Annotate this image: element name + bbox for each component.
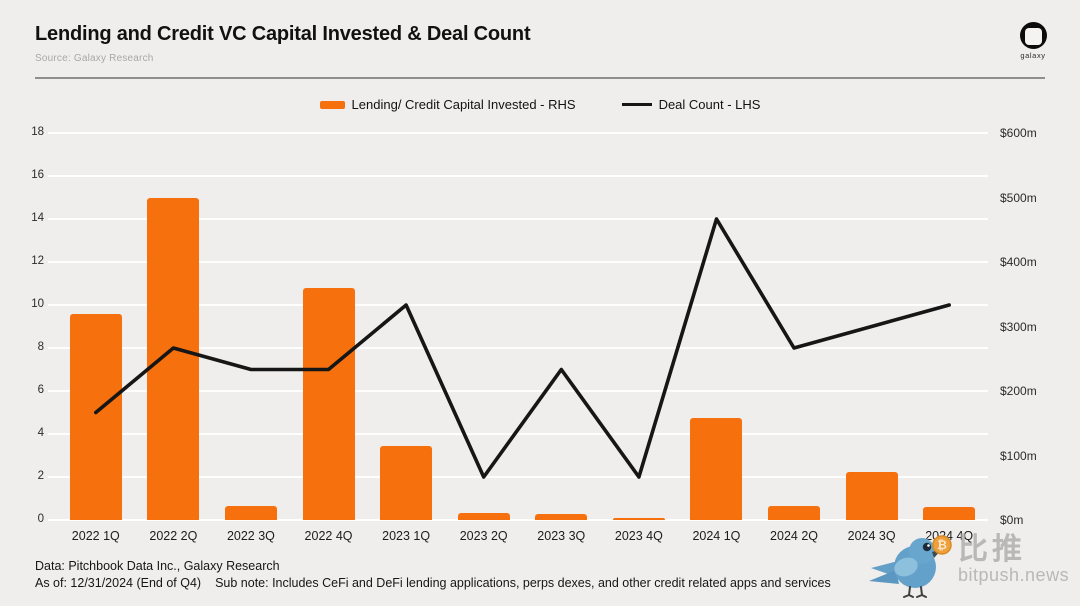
right-axis-tick-label: $300m xyxy=(1000,319,1037,334)
x-axis-tick-label: 2024 3Q xyxy=(847,529,896,543)
data-source-note: Data: Pitchbook Data Inc., Galaxy Resear… xyxy=(35,559,280,573)
right-axis-tick-label: $500m xyxy=(1000,190,1037,205)
x-axis-tick-label: 2022 1Q xyxy=(71,529,120,543)
source-label: Source: Galaxy Research xyxy=(35,53,154,64)
capital-invested-bar xyxy=(535,513,588,520)
galaxy-logo-text: galaxy xyxy=(1020,51,1046,60)
galaxy-logo: galaxy xyxy=(1013,22,1053,60)
x-axis-tick-label: 2024 2Q xyxy=(770,529,819,543)
left-axis-tick-label: 18 xyxy=(31,126,44,138)
left-axis-tick-label: 14 xyxy=(31,212,44,224)
bar-series-swatch-icon xyxy=(319,100,345,109)
gridline xyxy=(48,261,988,263)
capital-invested-bar xyxy=(302,287,355,520)
galaxy-logo-icon xyxy=(1019,22,1047,49)
left-axis-tick-label: 2 xyxy=(37,470,44,482)
capital-invested-bar xyxy=(69,313,122,520)
gridline xyxy=(48,175,988,177)
bitpush-bird-icon: ₿ xyxy=(869,535,952,598)
gridline xyxy=(48,390,988,392)
as-of-date: As of: 12/31/2024 (End of Q4) xyxy=(35,575,202,590)
left-axis-tick-label: 6 xyxy=(37,384,44,396)
gridline xyxy=(48,519,988,521)
left-axis-deal-count: 0 2 4 6 8 10 12 14 16 18 xyxy=(0,126,44,525)
left-axis-tick-label: 16 xyxy=(31,169,44,181)
capital-invested-bar xyxy=(380,446,433,520)
legend-item-deal-count: Deal Count - LHS xyxy=(621,97,761,112)
capital-invested-bar xyxy=(147,197,200,520)
legend-label-capital-invested: Lending/ Credit Capital Invested - RHS xyxy=(351,97,576,112)
left-axis-tick-label: 12 xyxy=(31,255,44,267)
bitpush-watermark: ₿ 比推 bitpush.news xyxy=(868,534,1069,598)
right-axis-tick-label: $100m xyxy=(1000,448,1037,463)
watermark-cn: 比推 xyxy=(958,533,1026,566)
svg-text:₿: ₿ xyxy=(937,538,947,552)
sub-note: Sub note: Includes CeFi and DeFi lending… xyxy=(215,575,831,590)
left-axis-tick-label: 0 xyxy=(37,513,44,525)
x-axis-quarters: 2022 1Q 2022 2Q 2022 3Q 2022 4Q 2023 1Q 2023 … xyxy=(57,529,988,547)
footer-notes: Data: Pitchbook Data Inc., Galaxy Resear… xyxy=(35,558,831,591)
capital-invested-bar xyxy=(845,471,898,520)
page-title: Lending and Credit VC Capital Invested &… xyxy=(35,23,531,45)
bitpush-watermark-text: 比推 bitpush.news xyxy=(958,534,1069,585)
gridline xyxy=(48,132,988,134)
as-of-note: As of: 12/31/2024 (End of Q4) Sub note: I… xyxy=(35,575,831,592)
right-axis-tick-label: $0m xyxy=(1000,513,1024,527)
line-series-swatch-icon xyxy=(621,103,652,106)
plot-area xyxy=(48,132,988,521)
x-axis-tick-label: 2024 1Q xyxy=(692,529,741,543)
x-axis-tick-label: 2023 3Q xyxy=(537,529,586,543)
gridline xyxy=(48,476,988,478)
right-axis-tick-label: $400m xyxy=(1000,255,1037,269)
capital-invested-bar xyxy=(612,518,665,520)
capital-invested-bar xyxy=(768,505,821,520)
right-axis-capital-invested: $0m $100m $200m $300m $400m $500m $600m xyxy=(1000,126,1070,527)
x-axis-tick-label: 2022 2Q xyxy=(149,529,198,543)
chart-legend: Lending/ Credit Capital Invested - RHS D… xyxy=(0,97,1080,112)
gridline xyxy=(48,218,988,220)
left-axis-tick-label: 8 xyxy=(37,341,44,353)
legend-label-deal-count: Deal Count - LHS xyxy=(658,97,761,112)
x-axis-tick-label: 2022 4Q xyxy=(304,529,353,543)
x-axis-tick-label: 2023 1Q xyxy=(382,529,431,543)
header-divider xyxy=(35,77,1045,79)
right-axis-tick-label: $200m xyxy=(1000,384,1037,398)
left-axis-tick-label: 10 xyxy=(31,298,44,310)
capital-invested-bar xyxy=(690,418,743,520)
left-axis-tick-label: 4 xyxy=(37,427,44,439)
watermark-en: bitpush.news xyxy=(958,565,1070,585)
capital-invested-bar xyxy=(224,505,277,520)
x-axis-tick-label: 2023 4Q xyxy=(614,529,663,543)
galaxy-logo-square xyxy=(1024,28,1042,45)
gridline xyxy=(48,347,988,349)
legend-item-capital-invested: Lending/ Credit Capital Invested - RHS xyxy=(319,97,576,112)
gridline xyxy=(48,433,988,435)
x-axis-tick-label: 2023 2Q xyxy=(459,529,508,543)
deal-count-line-series xyxy=(93,217,952,479)
capital-invested-bar xyxy=(457,512,510,520)
x-axis-tick-label: 2022 3Q xyxy=(226,529,275,543)
gridline xyxy=(48,304,988,306)
capital-invested-bar xyxy=(923,507,976,520)
right-axis-tick-label: $600m xyxy=(1000,126,1037,140)
